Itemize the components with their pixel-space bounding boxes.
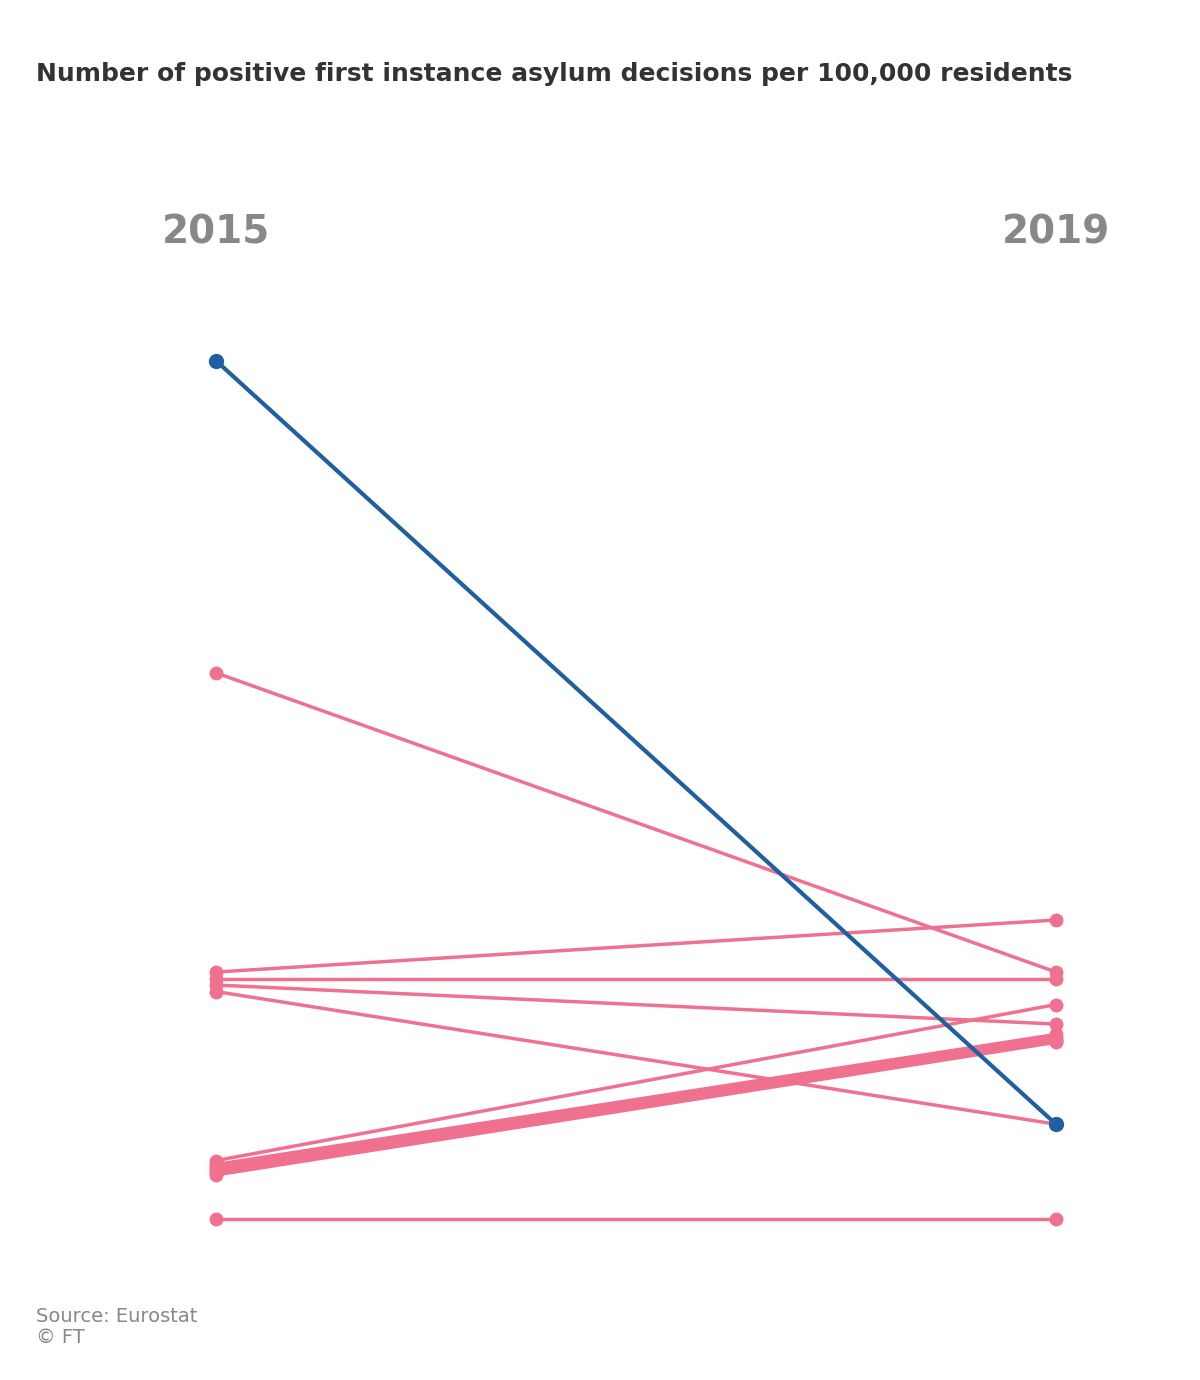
Text: 2015: 2015 bbox=[162, 214, 270, 251]
Text: Number of positive first instance asylum decisions per 100,000 residents: Number of positive first instance asylum… bbox=[36, 62, 1073, 86]
Text: © FT: © FT bbox=[36, 1328, 85, 1347]
Text: Source: Eurostat: Source: Eurostat bbox=[36, 1307, 197, 1326]
Text: 2019: 2019 bbox=[1002, 214, 1110, 251]
